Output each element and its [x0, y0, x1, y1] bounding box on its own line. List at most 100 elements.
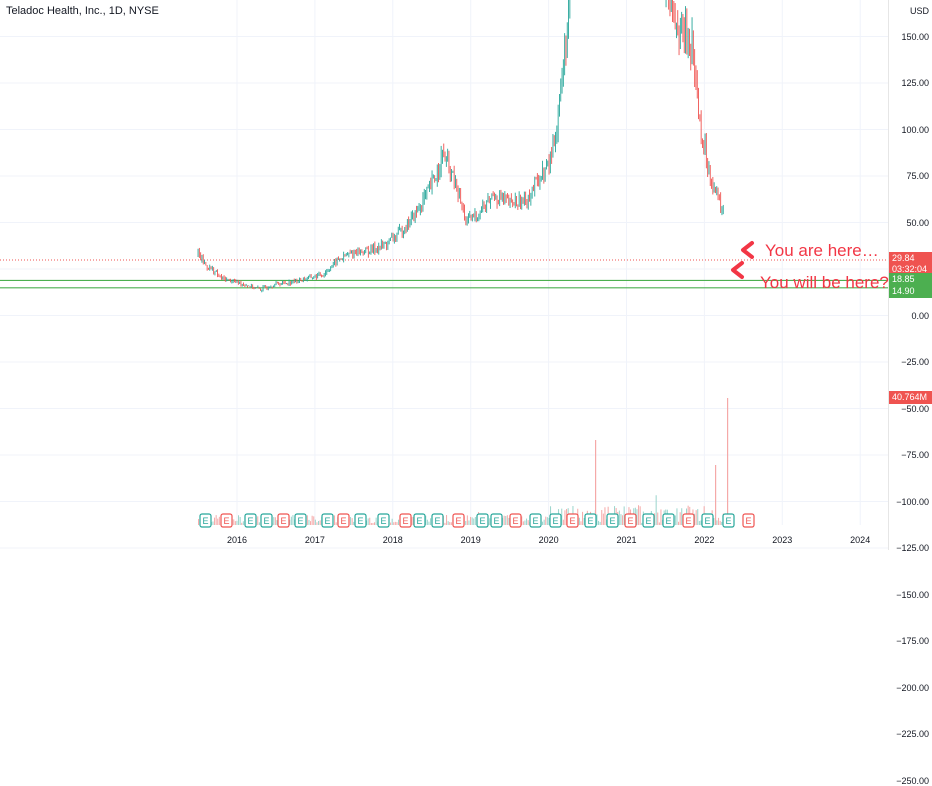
volume-bar — [391, 518, 393, 525]
earnings-marker-box — [399, 513, 412, 528]
volume-bar — [542, 521, 544, 525]
earnings-marker: E — [642, 513, 655, 528]
earnings-marker-box — [742, 513, 755, 528]
annotation-you-will-be-here: You will be here? — [760, 273, 889, 292]
earnings-marker-label: E — [627, 516, 633, 526]
volume-bar — [394, 521, 396, 525]
volume-bar — [503, 515, 505, 525]
volume-bar — [521, 516, 523, 525]
volume-bar — [657, 512, 659, 525]
x-tick-label: 2023 — [772, 535, 793, 545]
volume-bar — [641, 522, 643, 525]
earnings-marker-box — [337, 513, 350, 528]
y-tick-label: 75.00 — [906, 171, 929, 181]
volume-bar — [489, 518, 491, 525]
earnings-marker-box — [377, 513, 390, 528]
volume-bar — [212, 521, 214, 525]
earnings-marker-box — [476, 513, 489, 528]
earnings-marker-label: E — [297, 516, 303, 526]
earnings-marker: E — [244, 513, 257, 528]
volume-bar — [444, 522, 446, 525]
earnings-marker-label: E — [493, 516, 499, 526]
volume-bar — [468, 520, 470, 525]
earnings-marker: E — [476, 513, 489, 528]
earnings-marker-label: E — [402, 516, 408, 526]
volume-bar — [316, 522, 318, 525]
earnings-marker: E — [624, 513, 637, 528]
earnings-marker-label: E — [569, 516, 575, 526]
earnings-marker-box — [452, 513, 465, 528]
volume-bar — [426, 519, 428, 525]
volume-bar — [681, 508, 683, 525]
volume-bar — [564, 510, 566, 525]
earnings-marker: E — [260, 513, 273, 528]
earnings-marker-label: E — [479, 516, 485, 526]
volume-bar — [466, 515, 468, 525]
volume-bar — [526, 518, 528, 525]
earnings-marker-label: E — [263, 516, 269, 526]
volume-bar — [561, 508, 563, 525]
volume-bar — [578, 517, 580, 525]
earnings-marker: E — [277, 513, 290, 528]
volume-bar — [290, 516, 292, 525]
volume-bar — [241, 522, 243, 525]
earnings-marker: E — [431, 513, 444, 528]
earnings-marker: E — [566, 513, 579, 528]
x-tick-label: 2024 — [850, 535, 871, 545]
earnings-marker-box — [294, 513, 307, 528]
volume-bar — [599, 521, 601, 525]
volume-bar — [396, 522, 398, 525]
volume-bar — [258, 522, 260, 525]
last-price-value: 29.84 — [892, 253, 915, 263]
volume-bar — [390, 522, 392, 525]
volume-bar — [697, 509, 699, 525]
volume-bar — [562, 519, 564, 525]
earnings-marker-label: E — [455, 516, 461, 526]
volume-bar — [545, 516, 547, 525]
volume-bar — [583, 517, 585, 525]
earnings-marker-label: E — [704, 516, 710, 526]
volume-bar — [522, 521, 524, 525]
volume-bar — [713, 518, 715, 525]
x-tick-label: 2022 — [694, 535, 715, 545]
y-tick-label: −125.00 — [896, 543, 929, 553]
y-tick-label: −100.00 — [896, 496, 929, 507]
earnings-marker-label: E — [745, 516, 751, 526]
earnings-marker-box — [584, 513, 597, 528]
y-tick-label: 125.00 — [901, 78, 929, 88]
volume-bar — [351, 518, 353, 525]
volume-bar — [596, 514, 598, 525]
volume-bar — [618, 510, 620, 525]
level-2-badge: 14.90 — [889, 285, 932, 298]
earnings-marker-label: E — [609, 516, 615, 526]
earnings-marker: E — [377, 513, 390, 528]
earnings-marker-box — [354, 513, 367, 528]
volume-bar — [700, 520, 702, 525]
volume-bar — [636, 509, 638, 525]
earnings-marker: E — [321, 513, 334, 528]
earnings-marker-box — [529, 513, 542, 528]
volume-bar — [622, 515, 624, 525]
volume-bar — [314, 519, 316, 525]
earnings-marker: E — [337, 513, 350, 528]
volume-bar — [719, 520, 721, 525]
earnings-marker-box — [549, 513, 562, 528]
level-1-badge: 18.85 — [889, 273, 932, 286]
volume-bar — [238, 515, 240, 525]
volume-bar — [370, 522, 372, 525]
volume-bar — [506, 515, 508, 525]
volume-badge: 40.764M — [889, 391, 932, 404]
volume-bar — [335, 522, 337, 525]
earnings-marker: E — [682, 513, 695, 528]
earnings-marker: E — [722, 513, 735, 528]
earnings-marker-box — [431, 513, 444, 528]
earnings-marker-box — [624, 513, 637, 528]
volume-bar — [678, 521, 680, 525]
volume-bar — [425, 515, 427, 525]
y-tick-label: −175.00 — [896, 636, 929, 646]
earnings-marker-box — [566, 513, 579, 528]
earnings-marker-label: E — [685, 516, 691, 526]
volume-bar — [601, 509, 603, 525]
volume-bar — [319, 520, 321, 525]
